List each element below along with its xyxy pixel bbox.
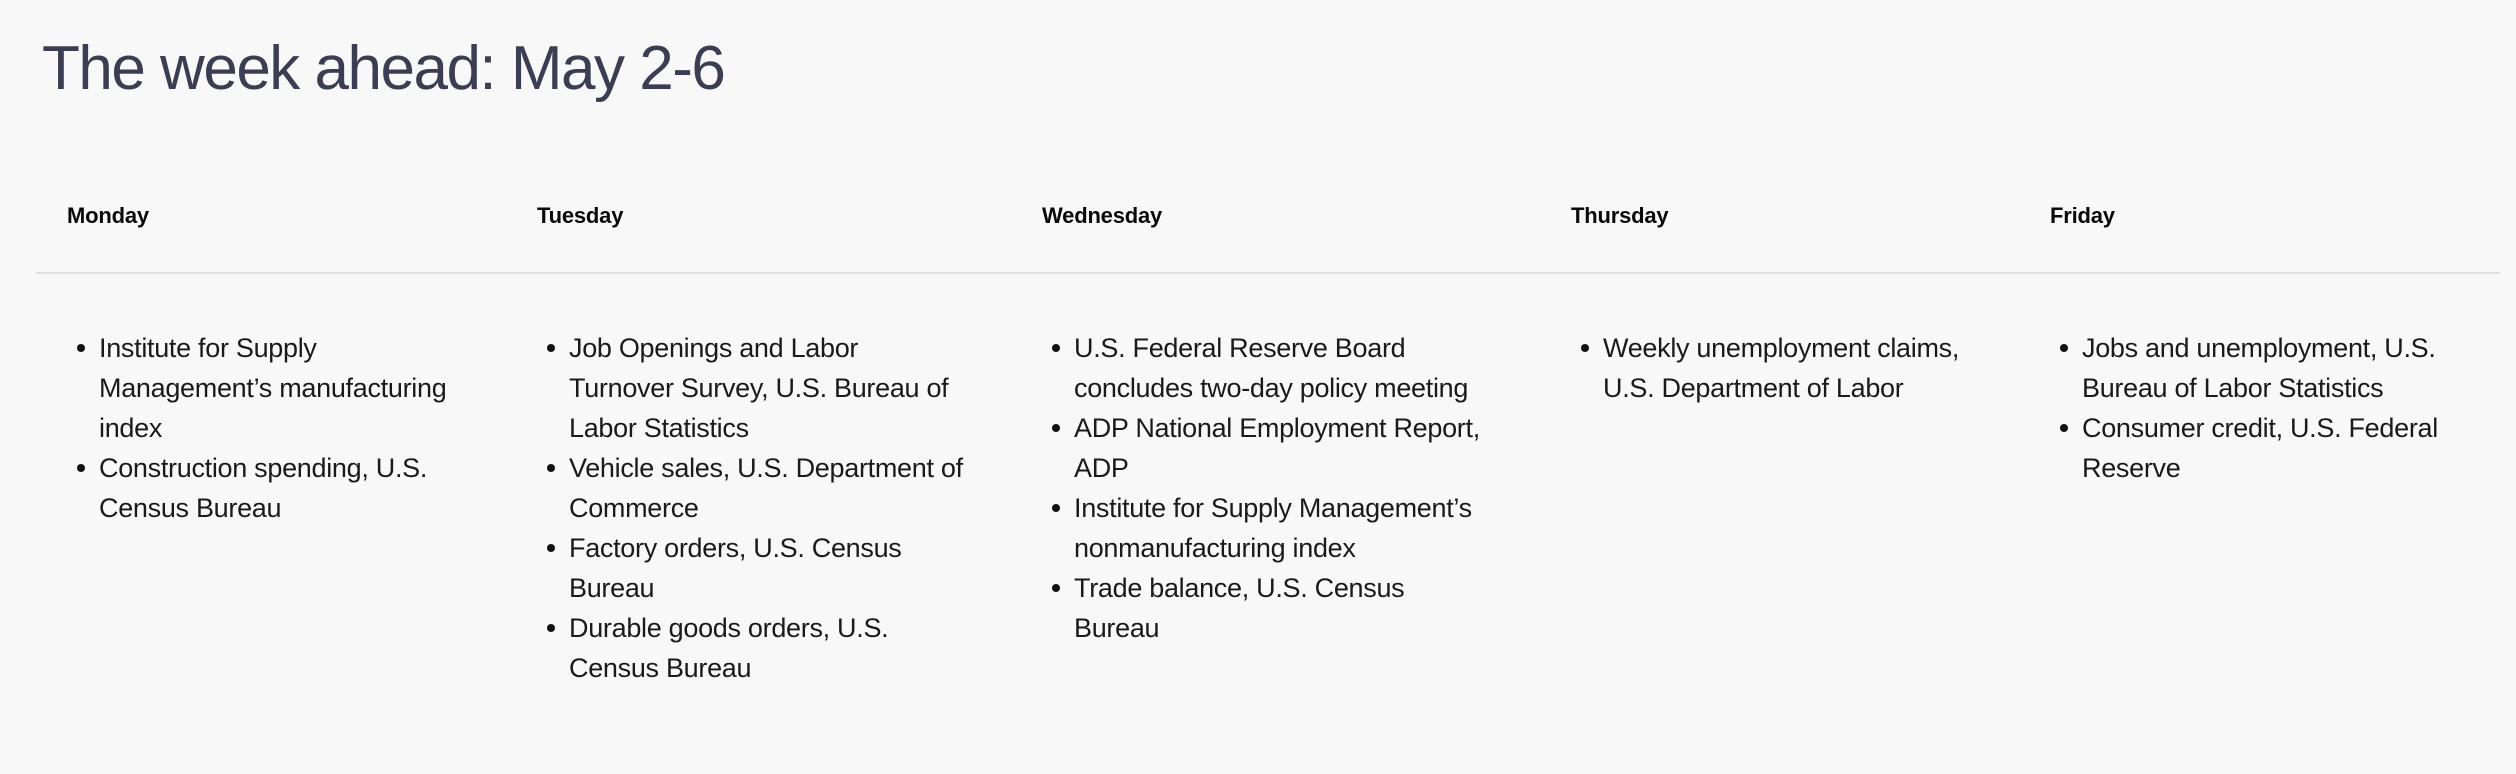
event-item: U.S. Federal Reserve Board concludes two… <box>1052 328 1494 408</box>
event-list-friday: Jobs and unemployment, U.S. Bureau of La… <box>2050 328 2454 488</box>
event-item: Trade balance, U.S. Census Bureau <box>1052 568 1494 648</box>
day-column-wednesday: U.S. Federal Reserve Board concludes two… <box>1011 328 1540 688</box>
event-item: Durable goods orders, U.S. Census Bureau <box>547 608 965 688</box>
day-header-monday: Monday <box>67 202 149 228</box>
event-item: Vehicle sales, U.S. Department of Commer… <box>547 448 965 528</box>
event-list-thursday: Weekly unemployment claims, U.S. Departm… <box>1571 328 1973 408</box>
event-list-wednesday: U.S. Federal Reserve Board concludes two… <box>1042 328 1494 648</box>
event-item: Factory orders, U.S. Census Bureau <box>547 528 965 608</box>
event-item: Jobs and unemployment, U.S. Bureau of La… <box>2060 328 2454 408</box>
day-column-tuesday: Job Openings and Labor Turnover Survey, … <box>506 328 1011 688</box>
day-column-monday: Institute for Supply Management’s manufa… <box>36 328 506 688</box>
page-title: The week ahead: May 2-6 <box>42 34 726 103</box>
day-header-tuesday: Tuesday <box>537 202 624 228</box>
week-content-row: Institute for Supply Management’s manufa… <box>36 274 2500 688</box>
event-item: Job Openings and Labor Turnover Survey, … <box>547 328 965 448</box>
event-item: Construction spending, U.S. Census Burea… <box>77 448 460 528</box>
weekday-header-row: Monday Tuesday Wednesday Thursday Friday <box>36 202 2500 274</box>
event-list-monday: Institute for Supply Management’s manufa… <box>67 328 460 528</box>
event-list-tuesday: Job Openings and Labor Turnover Survey, … <box>537 328 965 688</box>
event-item: Consumer credit, U.S. Federal Reserve <box>2060 408 2454 488</box>
day-column-friday: Jobs and unemployment, U.S. Bureau of La… <box>2019 328 2500 688</box>
event-item: Weekly unemployment claims, U.S. Departm… <box>1581 328 1973 408</box>
day-header-friday: Friday <box>2050 202 2115 228</box>
day-column-thursday: Weekly unemployment claims, U.S. Departm… <box>1540 328 2019 688</box>
day-header-wednesday: Wednesday <box>1042 202 1163 228</box>
day-header-thursday: Thursday <box>1571 202 1669 228</box>
event-item: Institute for Supply Management’s manufa… <box>77 328 460 448</box>
event-item: ADP National Employment Report, ADP <box>1052 408 1494 488</box>
event-item: Institute for Supply Management’s nonman… <box>1052 488 1494 568</box>
week-ahead-page: The week ahead: May 2-6 Monday Tuesday W… <box>0 30 2516 774</box>
